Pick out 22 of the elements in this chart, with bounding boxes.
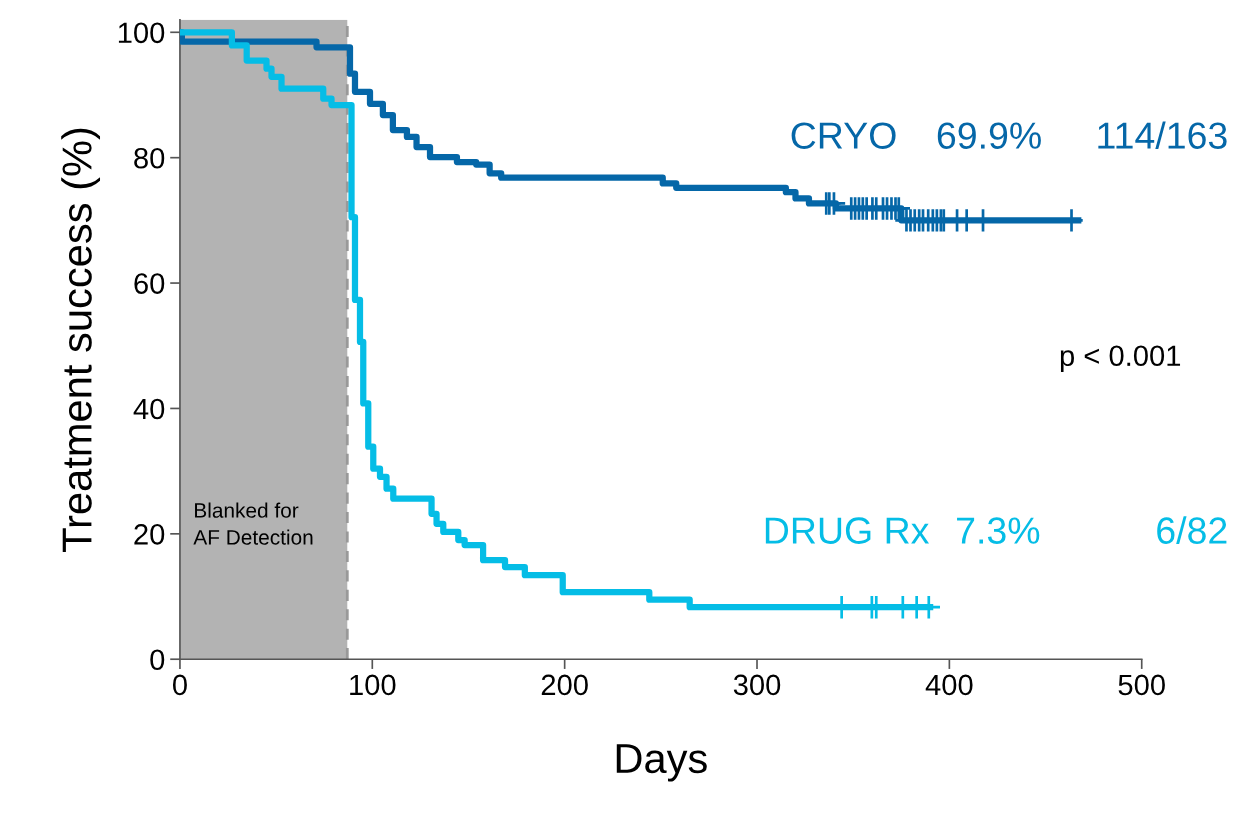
x-tick-label: 200 (541, 674, 588, 696)
y-tick-label: 0 (150, 649, 165, 671)
annotation: 7.3% (957, 517, 1040, 544)
x-tick-label: 100 (350, 674, 396, 696)
annotation: 114/163 (1098, 121, 1227, 149)
y-tick-label: 100 (118, 22, 165, 44)
x-tick-label: 500 (1118, 674, 1165, 696)
y-tick-label: 80 (134, 147, 165, 169)
y-axis-title: Treatment success (%) (61, 128, 101, 552)
series-label: CRYO (791, 122, 896, 149)
y-tick-label: 20 (134, 524, 165, 545)
annotation: 69.9% (937, 122, 1041, 149)
y-tick-label: 40 (133, 398, 165, 420)
series-label: DRUG Rx (765, 517, 930, 544)
x-tick-label: 0 (172, 674, 187, 696)
x-tick-label: 400 (925, 674, 973, 696)
x-tick-label: 300 (733, 674, 781, 696)
y-tick-label: 60 (134, 273, 165, 294)
band-label: Blanked for AF Detection (193, 502, 313, 545)
annotation: p < 0.001 (1060, 345, 1181, 372)
x-axis-title: Days (616, 744, 707, 782)
text: 6/82 (1157, 516, 1227, 544)
